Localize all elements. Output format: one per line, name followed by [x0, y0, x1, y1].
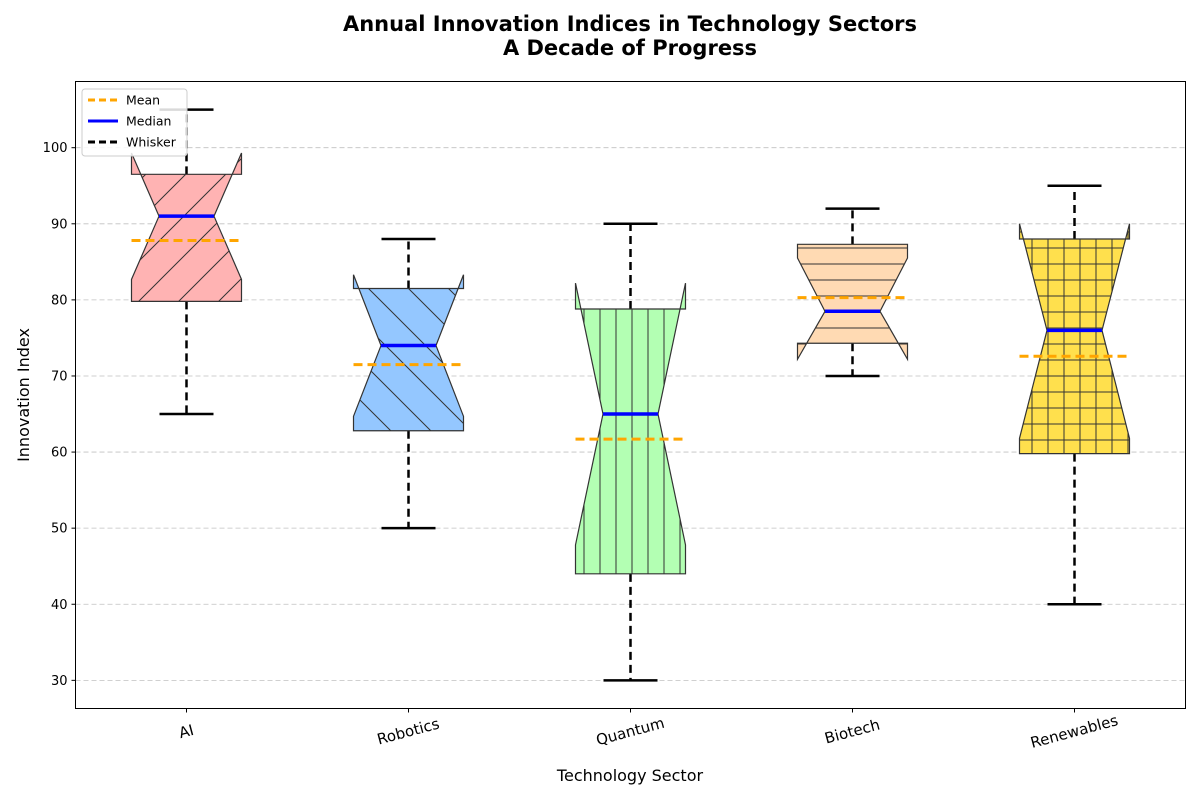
- y-tick-label: 90: [51, 217, 68, 232]
- box-quantum: [574, 222, 687, 682]
- x-axis-label: Technology Sector: [556, 766, 704, 785]
- y-tick-label: 70: [51, 369, 68, 384]
- y-tick-label: 40: [51, 598, 68, 613]
- legend-label-whisker: Whisker: [126, 135, 177, 150]
- x-tick-label: Renewables: [1028, 711, 1120, 752]
- box-renewables: [1018, 184, 1131, 606]
- legend-label-median: Median: [126, 114, 171, 129]
- box-series: [130, 108, 1131, 682]
- legend-label-mean: Mean: [126, 93, 160, 108]
- box-outline: [1018, 223, 1131, 455]
- x-axis-ticks: AI Robotics Quantum Biotech Renewables: [177, 708, 1120, 752]
- x-tick-label: Biotech: [823, 716, 882, 748]
- y-axis-label: Innovation Index: [14, 328, 33, 462]
- box-outline: [352, 274, 465, 432]
- box-outline: [574, 283, 687, 575]
- chart-subtitle: A Decade of Progress: [503, 36, 757, 60]
- chart-title: Annual Innovation Indices in Technology …: [343, 12, 917, 36]
- y-tick-label: 100: [43, 141, 68, 156]
- y-tick-label: 60: [51, 446, 68, 461]
- legend: Mean Median Whisker: [81, 88, 188, 157]
- box-outline: [130, 152, 243, 303]
- box-biotech: [796, 207, 909, 378]
- legend-frame: [81, 88, 188, 157]
- box-ai: [130, 108, 243, 416]
- y-tick-label: 30: [51, 674, 68, 689]
- x-tick-label: Quantum: [594, 714, 666, 750]
- box-robotics: [352, 237, 465, 530]
- x-tick-label: Robotics: [375, 715, 441, 749]
- y-tick-label: 50: [51, 522, 68, 537]
- x-tick-label: AI: [177, 721, 196, 742]
- box-outline: [796, 243, 909, 362]
- y-axis-ticks: 30 40 50 60 70 80 90 100: [43, 141, 76, 689]
- y-tick-label: 80: [51, 293, 68, 308]
